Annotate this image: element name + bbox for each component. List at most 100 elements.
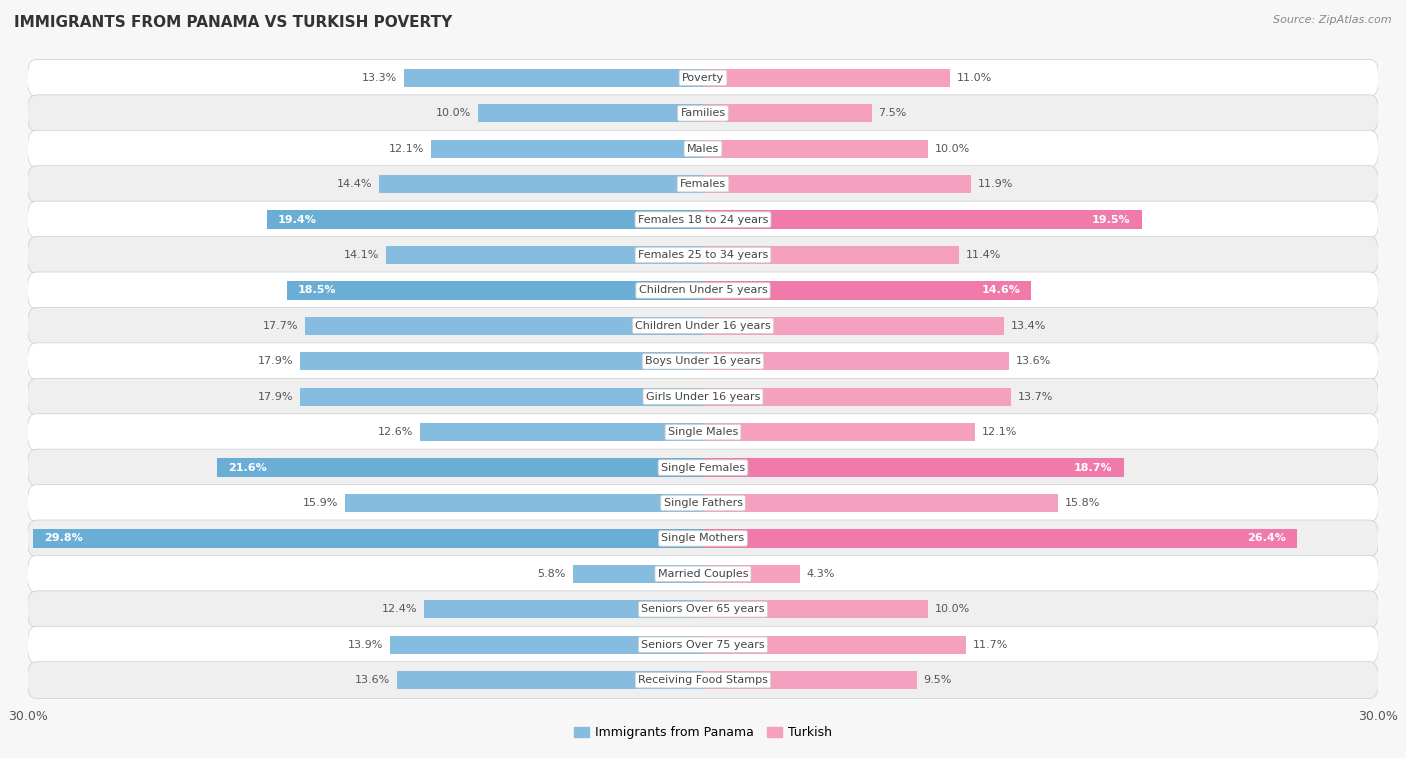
Text: Females 25 to 34 years: Females 25 to 34 years xyxy=(638,250,768,260)
Text: Children Under 5 years: Children Under 5 years xyxy=(638,286,768,296)
Text: 17.7%: 17.7% xyxy=(263,321,298,330)
FancyBboxPatch shape xyxy=(28,95,1378,132)
FancyBboxPatch shape xyxy=(28,556,1378,592)
Bar xyxy=(380,175,703,193)
Bar xyxy=(301,352,703,371)
Bar xyxy=(287,281,703,299)
Bar xyxy=(385,246,703,265)
Text: 17.9%: 17.9% xyxy=(259,356,294,366)
Text: 12.4%: 12.4% xyxy=(382,604,418,614)
Bar xyxy=(703,529,1296,547)
Text: Seniors Over 65 years: Seniors Over 65 years xyxy=(641,604,765,614)
Text: Single Fathers: Single Fathers xyxy=(664,498,742,508)
Bar xyxy=(703,459,1123,477)
Text: 29.8%: 29.8% xyxy=(44,534,83,543)
Bar xyxy=(703,104,872,123)
Text: 13.9%: 13.9% xyxy=(349,640,384,650)
Bar xyxy=(703,211,1142,229)
Bar xyxy=(703,565,800,583)
Bar xyxy=(346,493,703,512)
Bar xyxy=(425,600,703,619)
Bar xyxy=(703,175,970,193)
Text: 13.3%: 13.3% xyxy=(361,73,396,83)
Text: 12.1%: 12.1% xyxy=(388,144,425,154)
FancyBboxPatch shape xyxy=(28,308,1378,344)
FancyBboxPatch shape xyxy=(28,591,1378,628)
Text: 10.0%: 10.0% xyxy=(935,144,970,154)
Text: 15.8%: 15.8% xyxy=(1066,498,1101,508)
Text: 12.6%: 12.6% xyxy=(377,428,413,437)
Bar xyxy=(703,493,1059,512)
Bar xyxy=(32,529,703,547)
Text: 21.6%: 21.6% xyxy=(228,462,267,472)
Text: 12.1%: 12.1% xyxy=(981,428,1018,437)
Bar xyxy=(305,317,703,335)
Text: 18.7%: 18.7% xyxy=(1074,462,1112,472)
FancyBboxPatch shape xyxy=(28,378,1378,415)
Text: 13.4%: 13.4% xyxy=(1011,321,1046,330)
Bar xyxy=(703,139,928,158)
FancyBboxPatch shape xyxy=(28,626,1378,663)
Text: Poverty: Poverty xyxy=(682,73,724,83)
Text: Females 18 to 24 years: Females 18 to 24 years xyxy=(638,215,768,224)
Text: 14.4%: 14.4% xyxy=(337,179,373,190)
Text: Single Females: Single Females xyxy=(661,462,745,472)
Bar xyxy=(703,600,928,619)
Text: Males: Males xyxy=(688,144,718,154)
Text: 9.5%: 9.5% xyxy=(924,675,952,685)
Text: Females: Females xyxy=(681,179,725,190)
Text: 13.6%: 13.6% xyxy=(1015,356,1050,366)
Bar xyxy=(267,211,703,229)
Text: 4.3%: 4.3% xyxy=(807,568,835,579)
Text: 14.6%: 14.6% xyxy=(981,286,1021,296)
FancyBboxPatch shape xyxy=(28,201,1378,238)
Bar xyxy=(217,459,703,477)
FancyBboxPatch shape xyxy=(28,449,1378,486)
Bar xyxy=(703,352,1010,371)
Text: 26.4%: 26.4% xyxy=(1247,534,1285,543)
Text: 11.7%: 11.7% xyxy=(973,640,1008,650)
Text: 5.8%: 5.8% xyxy=(537,568,565,579)
Text: Families: Families xyxy=(681,108,725,118)
Text: IMMIGRANTS FROM PANAMA VS TURKISH POVERTY: IMMIGRANTS FROM PANAMA VS TURKISH POVERT… xyxy=(14,15,453,30)
FancyBboxPatch shape xyxy=(28,414,1378,450)
Bar xyxy=(703,246,959,265)
Text: 11.9%: 11.9% xyxy=(977,179,1012,190)
Text: 10.0%: 10.0% xyxy=(935,604,970,614)
FancyBboxPatch shape xyxy=(28,59,1378,96)
Bar xyxy=(391,635,703,654)
Text: Married Couples: Married Couples xyxy=(658,568,748,579)
Bar xyxy=(478,104,703,123)
Text: Receiving Food Stamps: Receiving Food Stamps xyxy=(638,675,768,685)
Text: 13.6%: 13.6% xyxy=(356,675,391,685)
Text: Seniors Over 75 years: Seniors Over 75 years xyxy=(641,640,765,650)
Text: 17.9%: 17.9% xyxy=(259,392,294,402)
Bar xyxy=(703,317,1004,335)
Bar xyxy=(404,69,703,87)
Bar xyxy=(396,671,703,689)
Bar xyxy=(419,423,703,441)
FancyBboxPatch shape xyxy=(28,343,1378,380)
FancyBboxPatch shape xyxy=(28,484,1378,522)
Bar xyxy=(703,423,976,441)
Text: Single Males: Single Males xyxy=(668,428,738,437)
Text: 10.0%: 10.0% xyxy=(436,108,471,118)
Text: Children Under 16 years: Children Under 16 years xyxy=(636,321,770,330)
FancyBboxPatch shape xyxy=(28,272,1378,309)
Legend: Immigrants from Panama, Turkish: Immigrants from Panama, Turkish xyxy=(569,722,837,744)
Text: Girls Under 16 years: Girls Under 16 years xyxy=(645,392,761,402)
Text: 15.9%: 15.9% xyxy=(304,498,339,508)
Text: 18.5%: 18.5% xyxy=(298,286,336,296)
Bar xyxy=(572,565,703,583)
Text: 14.1%: 14.1% xyxy=(343,250,380,260)
Text: 19.5%: 19.5% xyxy=(1092,215,1130,224)
Bar xyxy=(703,387,1011,406)
Bar xyxy=(703,69,950,87)
Text: 11.0%: 11.0% xyxy=(957,73,993,83)
FancyBboxPatch shape xyxy=(28,662,1378,699)
Text: Source: ZipAtlas.com: Source: ZipAtlas.com xyxy=(1274,15,1392,25)
Bar xyxy=(703,635,966,654)
Text: 11.4%: 11.4% xyxy=(966,250,1001,260)
Text: 19.4%: 19.4% xyxy=(278,215,316,224)
Bar xyxy=(703,671,917,689)
